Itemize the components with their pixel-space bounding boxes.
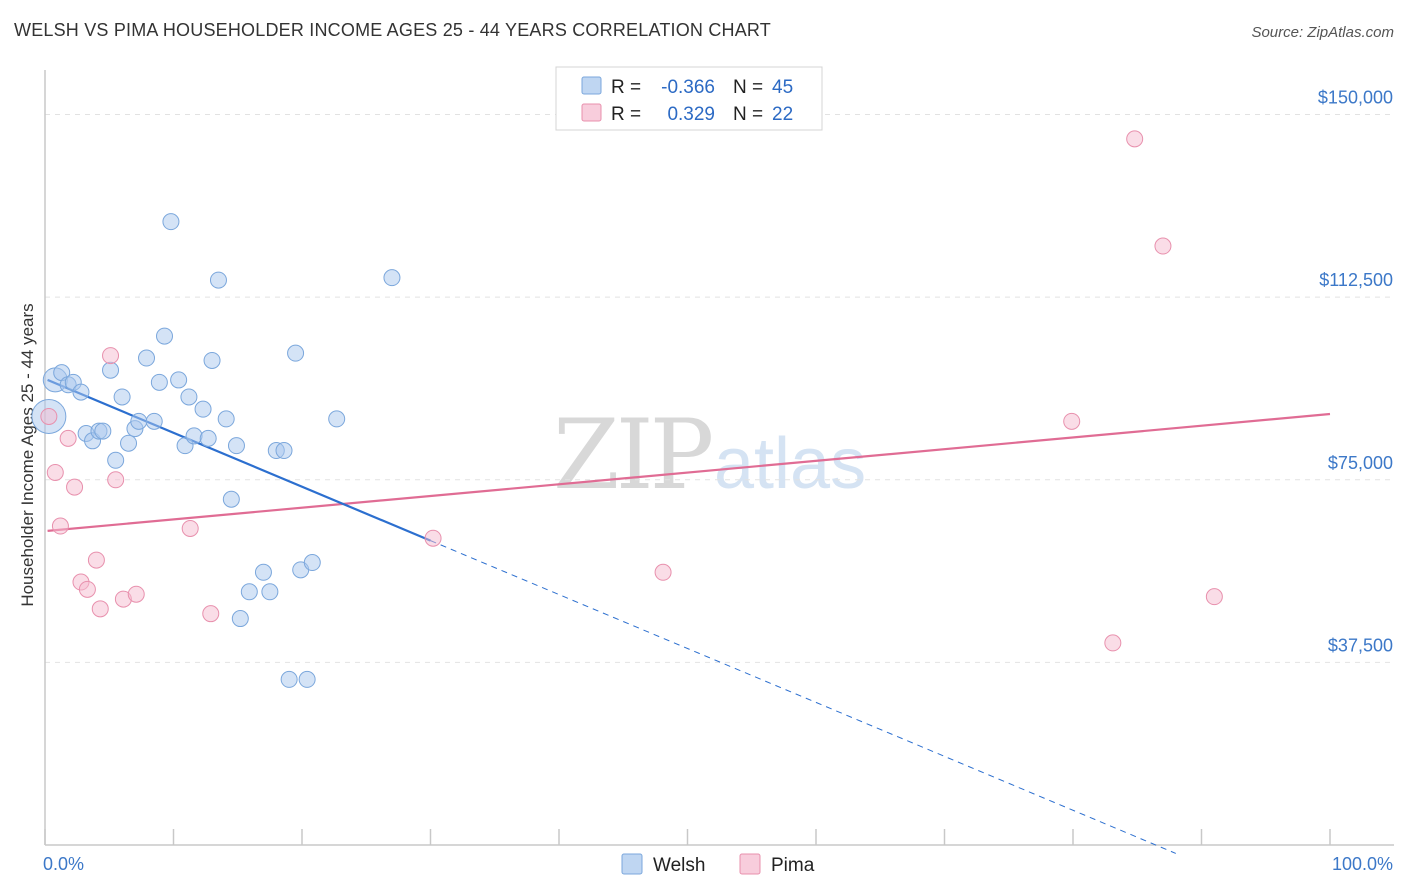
point-pima: [102, 347, 120, 365]
point-pima: [1154, 237, 1172, 255]
correlation-legend: R = -0.366 N = 45 R = 0.329 N = 22: [555, 66, 823, 131]
chart-title: WELSH VS PIMA HOUSEHOLDER INCOME AGES 25…: [14, 20, 771, 40]
point-welsh: [194, 400, 212, 418]
watermark: ZIP atlas: [553, 399, 866, 511]
point-welsh: [145, 412, 163, 430]
trend-line-welsh: [47, 378, 431, 542]
source-credit: Source: ZipAtlas.com: [1251, 24, 1394, 41]
point-welsh: [185, 427, 203, 445]
legend-n-value-welsh: 45: [772, 77, 793, 98]
point-pima: [87, 551, 105, 569]
y-tick-label: $75,000: [1328, 453, 1393, 473]
x-axis-ticks: [44, 829, 1331, 845]
point-welsh: [170, 371, 188, 389]
point-pima: [202, 605, 220, 623]
trend-lines: [47, 378, 1331, 854]
legend-r-value-pima: 0.329: [667, 104, 715, 125]
point-welsh: [162, 213, 180, 231]
legend-r-value-welsh: -0.366: [661, 77, 715, 98]
series-legend-label-welsh: Welsh: [653, 855, 705, 876]
data-points: [31, 130, 1223, 688]
series-legend-label-pima: Pima: [771, 855, 815, 876]
point-welsh: [287, 344, 305, 362]
point-welsh: [150, 373, 168, 391]
x-tick-label-min: 0.0%: [43, 854, 84, 874]
trend-extension-welsh: [430, 540, 1176, 854]
point-welsh: [217, 410, 235, 428]
point-welsh: [240, 583, 258, 601]
y-axis-tick-labels: $37,500 $75,000 $112,500 $150,000: [1318, 88, 1393, 656]
point-welsh: [303, 554, 321, 572]
point-pima: [654, 563, 672, 581]
point-pima: [78, 580, 96, 598]
gridlines: [45, 114, 1394, 663]
point-welsh: [383, 269, 401, 287]
y-tick-label: $37,500: [1328, 635, 1393, 655]
series-legend: Welsh Pima: [621, 853, 815, 876]
point-pima: [66, 478, 84, 496]
point-welsh: [120, 434, 138, 452]
point-welsh: [138, 349, 156, 367]
series-legend-swatch-pima: [739, 853, 761, 875]
point-welsh: [254, 563, 272, 581]
point-welsh: [280, 670, 298, 688]
point-welsh: [72, 383, 90, 401]
point-welsh: [130, 412, 148, 430]
point-welsh: [227, 437, 245, 455]
point-pima: [1126, 130, 1144, 148]
legend-n-value-pima: 22: [772, 104, 793, 125]
point-welsh: [222, 490, 240, 508]
x-tick-label-max: 100.0%: [1332, 854, 1393, 874]
point-welsh: [231, 610, 249, 628]
series-legend-swatch-welsh: [621, 853, 643, 875]
point-welsh: [203, 351, 221, 369]
point-pima: [59, 429, 77, 447]
point-welsh: [298, 670, 316, 688]
legend-n-label-welsh: N =: [733, 77, 763, 98]
point-welsh: [102, 361, 120, 379]
point-welsh: [275, 442, 293, 460]
point-welsh: [156, 327, 174, 345]
point-welsh: [113, 388, 131, 406]
point-pima: [1205, 588, 1223, 606]
point-pima: [91, 600, 109, 618]
legend-r-label-pima: R =: [611, 104, 641, 125]
point-pima: [1104, 634, 1122, 652]
point-pima: [181, 519, 199, 537]
point-pima: [46, 463, 64, 481]
y-tick-label: $150,000: [1318, 88, 1393, 108]
point-welsh: [107, 451, 125, 469]
legend-n-label-pima: N =: [733, 104, 763, 125]
point-pima: [51, 517, 69, 535]
point-pima: [424, 529, 442, 547]
point-pima: [127, 585, 145, 603]
legend-swatch-welsh: [581, 76, 602, 95]
point-pima: [40, 407, 58, 425]
point-welsh: [94, 422, 112, 440]
point-welsh: [199, 429, 217, 447]
point-welsh: [328, 410, 346, 428]
point-pima: [1063, 412, 1081, 430]
point-welsh: [180, 388, 198, 406]
point-pima: [107, 471, 125, 489]
legend-r-label-welsh: R =: [611, 77, 641, 98]
watermark-zip: ZIP: [553, 399, 712, 511]
point-welsh: [209, 271, 227, 289]
trend-line-pima: [47, 412, 1331, 532]
y-tick-label: $112,500: [1319, 270, 1393, 290]
legend-swatch-pima: [581, 103, 602, 122]
point-welsh: [261, 583, 279, 601]
